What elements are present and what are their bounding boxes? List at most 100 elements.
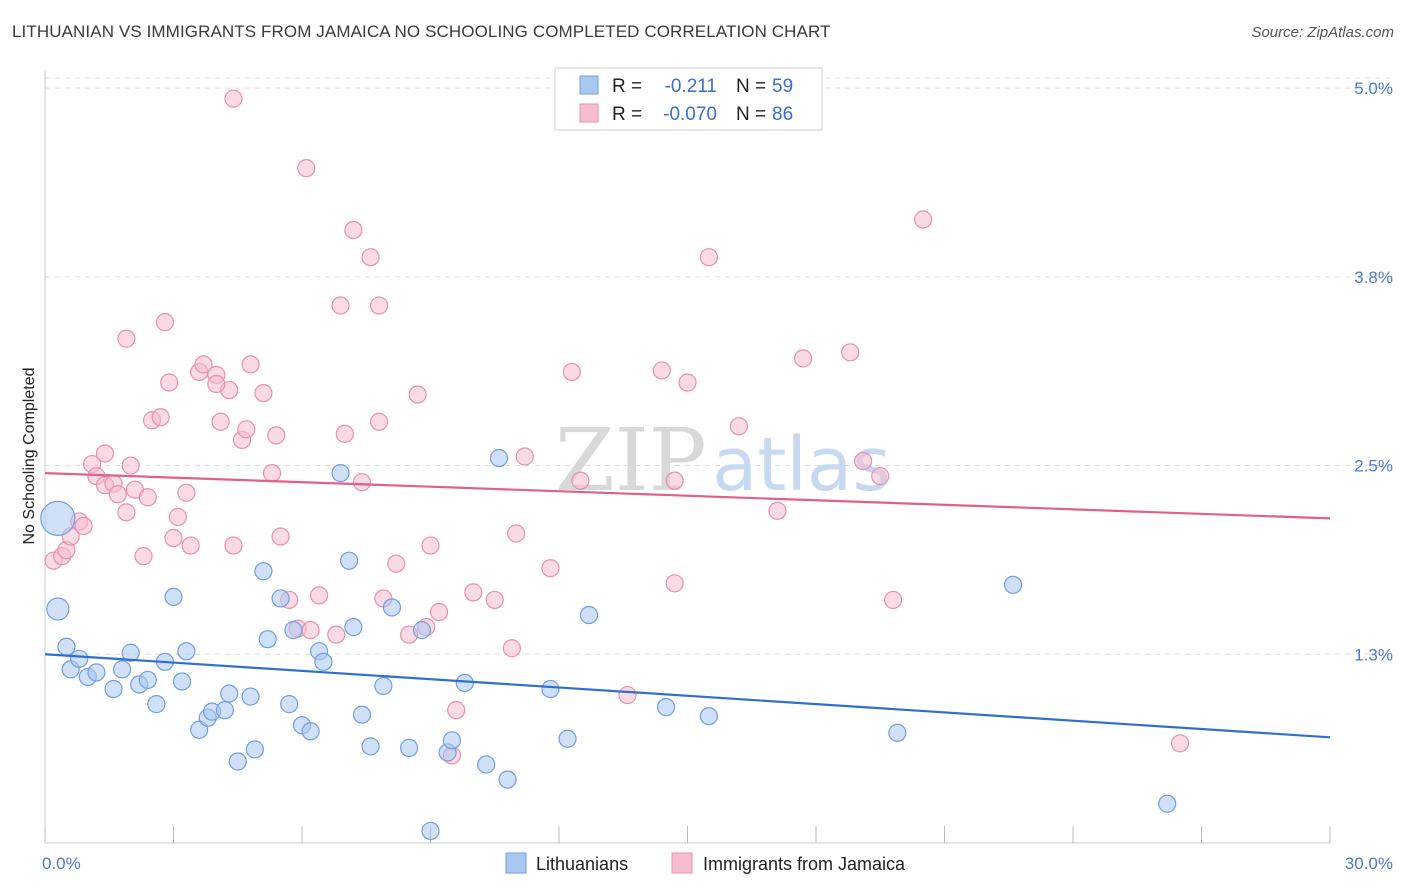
source-credit: Source: ZipAtlas.com — [1251, 24, 1394, 41]
jamaica-point-85 — [370, 412, 389, 431]
lithuanian-point-29 — [284, 621, 303, 640]
jamaica-point-33 — [241, 355, 260, 374]
jamaica-point-19 — [155, 313, 175, 332]
lithuanian-point-21 — [220, 684, 239, 703]
series-lithuanian-points — [40, 448, 1177, 841]
jamaica-point-66 — [618, 685, 637, 705]
lithuanian-point-11 — [138, 670, 157, 690]
y-tick-label-0: 1.3% — [1354, 645, 1393, 664]
jamaica-point-46 — [352, 473, 372, 492]
lithuanian-point-0 — [40, 500, 76, 537]
lithuanian-point-56 — [1003, 575, 1023, 594]
lithuanian-point-51 — [558, 729, 577, 748]
jamaica-point-16 — [138, 488, 157, 507]
jamaica-point-50 — [387, 554, 406, 573]
jamaica-point-22 — [168, 507, 187, 526]
lithuanian-point-27 — [271, 589, 290, 608]
lithuanian-point-49 — [498, 770, 517, 789]
legend-n-value-1: 86 — [772, 104, 793, 125]
x-tick-label-min: 0.0% — [42, 854, 81, 873]
jamaica-point-15 — [134, 547, 153, 566]
bottom-legend-swatch-jamaica — [671, 852, 693, 874]
lithuanian-point-26 — [258, 630, 277, 649]
lithuanian-point-41 — [399, 738, 419, 757]
jamaica-point-34 — [254, 383, 273, 403]
lithuanian-point-47 — [477, 755, 496, 774]
legend-r-value-0: -0.211 — [665, 76, 717, 97]
jamaica-point-28 — [211, 412, 230, 431]
jamaica-point-79 — [1170, 734, 1190, 753]
lithuanian-trend-line — [44, 653, 1331, 739]
jamaica-point-23 — [177, 483, 196, 502]
lithuanian-point-6 — [87, 663, 106, 682]
jamaica-point-12 — [117, 503, 136, 522]
jamaica-point-71 — [729, 417, 749, 436]
jamaica-point-62 — [515, 447, 534, 466]
jamaica-point-48 — [370, 296, 389, 315]
lithuanian-point-53 — [656, 698, 676, 717]
lithuanian-point-48 — [489, 448, 509, 468]
legend-n-label-1: N = — [736, 104, 766, 125]
lithuanian-point-42 — [412, 621, 432, 640]
lithuanian-point-43 — [421, 821, 440, 841]
jamaica-point-9 — [95, 444, 115, 463]
jamaica-point-18 — [151, 408, 170, 427]
jamaica-point-30 — [224, 536, 243, 555]
trend-lines — [44, 472, 1331, 739]
lithuanian-point-22 — [228, 752, 247, 771]
y-tick-label-1: 2.5% — [1354, 457, 1393, 476]
lithuanian-point-12 — [147, 695, 166, 714]
jamaica-point-67 — [652, 361, 671, 380]
jamaica-point-80 — [297, 159, 316, 178]
lithuanian-point-54 — [699, 707, 719, 726]
jamaica-point-59 — [485, 590, 504, 610]
jamaica-point-73 — [794, 349, 813, 368]
jamaica-point-55 — [429, 602, 449, 622]
jamaica-point-74 — [841, 343, 860, 362]
jamaica-point-26 — [194, 355, 213, 374]
jamaica-point-52 — [408, 385, 427, 404]
jamaica-point-35 — [262, 464, 282, 483]
lithuanian-point-37 — [352, 705, 372, 724]
jamaica-point-84 — [207, 374, 226, 394]
lithuanian-point-1 — [46, 597, 70, 621]
jamaica-point-72 — [768, 501, 787, 520]
lithuanian-point-14 — [164, 587, 183, 607]
jamaica-point-32 — [237, 420, 256, 439]
jamaica-point-65 — [571, 471, 590, 490]
legend-swatch-lithuanians — [579, 75, 599, 95]
jamaica-point-60 — [502, 639, 521, 658]
legend-swatch-jamaica — [579, 103, 599, 123]
lithuanian-point-33 — [314, 652, 333, 671]
jamaica-point-57 — [447, 701, 466, 720]
bottom-legend-lithuanians: Lithuanians — [536, 854, 628, 874]
lithuanian-point-55 — [888, 723, 907, 742]
legend-n-value-0: 59 — [772, 76, 793, 97]
lithuanian-point-9 — [121, 643, 140, 662]
lithuanian-point-2 — [57, 637, 76, 656]
jamaica-point-63 — [541, 559, 560, 578]
jamaica-point-78 — [913, 210, 933, 229]
jamaica-point-20 — [160, 373, 179, 392]
jamaica-point-61 — [507, 524, 526, 543]
lithuanian-point-25 — [254, 562, 273, 581]
chart-title: LITHUANIAN VS IMMIGRANTS FROM JAMAICA NO… — [12, 22, 831, 41]
lithuanian-point-35 — [340, 551, 359, 570]
jamaica-point-24 — [181, 536, 200, 555]
legend-n-label-0: N = — [736, 76, 766, 97]
jamaica-point-75 — [854, 451, 873, 471]
jamaica-point-69 — [678, 373, 697, 392]
series-jamaica-points — [44, 89, 1190, 765]
jamaica-point-70 — [699, 248, 719, 267]
legend-r-value-1: -0.070 — [663, 104, 717, 125]
lithuanian-point-8 — [112, 660, 132, 679]
jamaica-point-44 — [335, 424, 354, 443]
jamaica-point-77 — [883, 590, 903, 610]
lithuanian-point-52 — [579, 605, 599, 625]
jamaica-point-45 — [344, 220, 363, 240]
bottom-legend-jamaica: Immigrants from Jamaica — [703, 854, 906, 874]
jamaica-point-81 — [224, 89, 243, 108]
lithuanian-point-50 — [541, 679, 560, 699]
axes — [44, 70, 1331, 844]
lithuanian-point-7 — [104, 679, 123, 699]
